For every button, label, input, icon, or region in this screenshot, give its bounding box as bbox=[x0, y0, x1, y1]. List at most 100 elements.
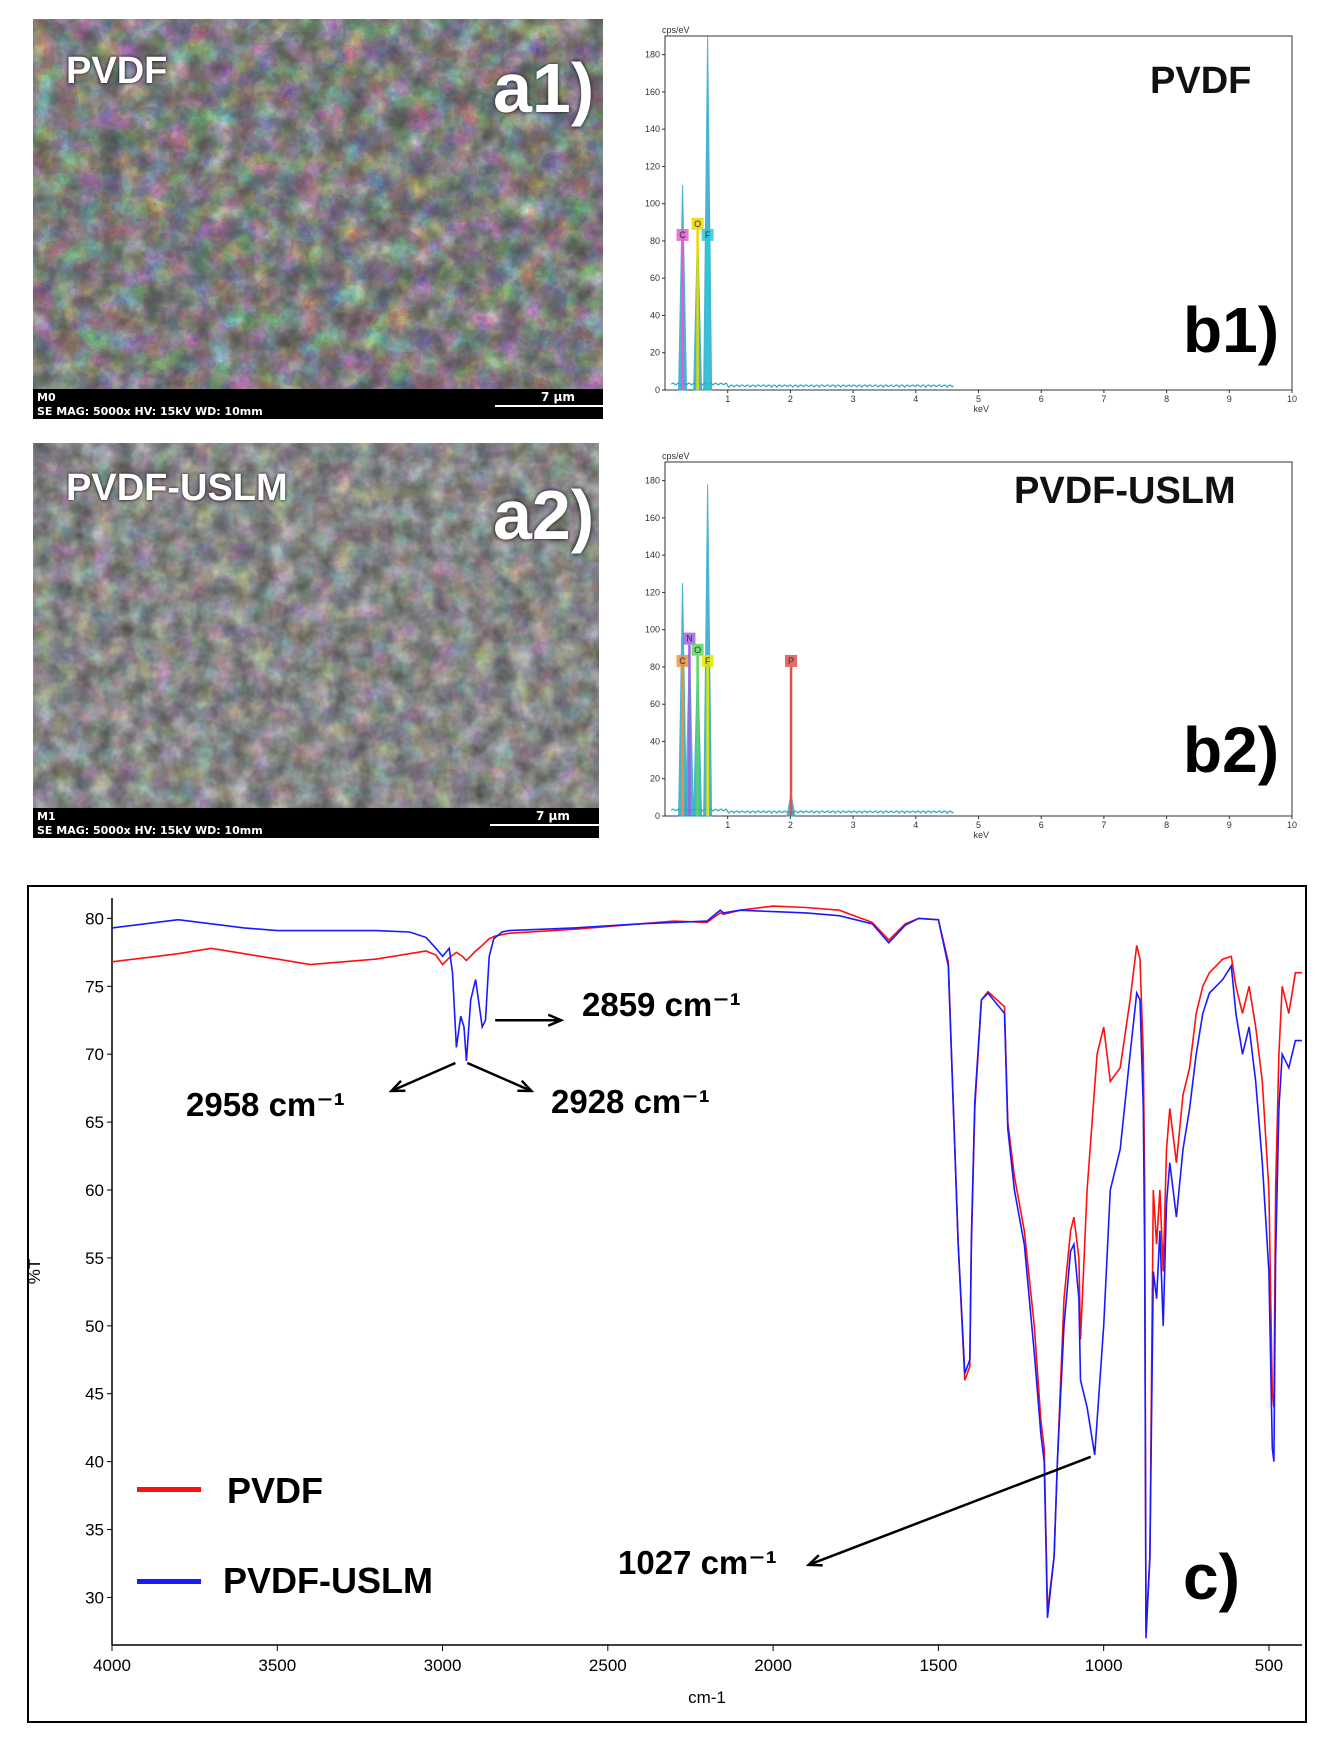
eds-title: PVDF-USLM bbox=[1014, 470, 1236, 512]
x-tick-label: 4 bbox=[913, 394, 918, 404]
element-label-O: O bbox=[694, 219, 701, 229]
eds-chart-pvdf: cps/eV keV 0 20 40 60 80 100 120 140 160 180 1 2 3 4 5 6 7… bbox=[645, 25, 1297, 414]
sem-info-line2: SE MAG: 5000x HV: 15kV WD: 10mm bbox=[37, 405, 263, 418]
y-tick-label: 100 bbox=[645, 625, 660, 635]
sem-sample-label: PVDF bbox=[66, 50, 168, 92]
x-tick-label: 9 bbox=[1227, 820, 1232, 830]
element-marker-O bbox=[691, 643, 704, 656]
x-tick-label: 500 bbox=[1255, 1656, 1283, 1675]
element-marker-P bbox=[785, 654, 798, 667]
element-marker-F bbox=[701, 228, 714, 241]
annotation-2859: 2859 cm⁻¹ bbox=[582, 986, 741, 1023]
x-tick-label: 4 bbox=[913, 820, 918, 830]
x-tick-label: 2000 bbox=[754, 1656, 792, 1675]
y-tick-label: 20 bbox=[650, 348, 660, 358]
x-tick-label: 3000 bbox=[424, 1656, 462, 1675]
legend: PVDF PVDF-USLM bbox=[135, 1462, 495, 1612]
element-label-F: F bbox=[705, 230, 711, 240]
element-label-F: F bbox=[705, 656, 711, 666]
series-line-pvdf-uslm bbox=[111, 909, 1302, 1639]
y-tick-label: 0 bbox=[655, 811, 660, 821]
x-tick-label: 7 bbox=[1101, 394, 1106, 404]
arrow-2928-head bbox=[517, 1079, 535, 1093]
element-marker-N bbox=[683, 632, 696, 645]
y-tick-label: 40 bbox=[650, 736, 660, 746]
eds-title: PVDF bbox=[1150, 60, 1252, 102]
y-tick-label: 30 bbox=[85, 1588, 104, 1607]
x-axis-label: cm-1 bbox=[688, 1688, 726, 1707]
y-tick-label: 65 bbox=[85, 1113, 104, 1132]
x-tick-label: 3 bbox=[851, 394, 856, 404]
legend-label-uslm: PVDF-USLM bbox=[223, 1560, 433, 1601]
y-tick-label: 20 bbox=[650, 774, 660, 784]
x-tick-label: 2500 bbox=[589, 1656, 627, 1675]
x-tick-label: 3 bbox=[851, 820, 856, 830]
y-tick-label: 40 bbox=[650, 310, 660, 320]
panel-label-b1: b1) bbox=[1183, 294, 1279, 366]
element-label-P: P bbox=[788, 656, 794, 666]
legend-label-pvdf: PVDF bbox=[227, 1470, 324, 1511]
spectrum-baseline bbox=[670, 382, 954, 389]
y-tick-label: 35 bbox=[85, 1521, 104, 1540]
arrow-1027-head bbox=[805, 1554, 823, 1567]
ftir-chart: 30 35 40 45 50 55 60 65 70 75 80 4000 3500 3000 2500 20… bbox=[25, 898, 1302, 1707]
y-tick-label: 60 bbox=[85, 1181, 104, 1200]
panel-label-a1: a1) bbox=[493, 49, 595, 127]
y-tick-label: 80 bbox=[650, 236, 660, 246]
sem-image-pvdf bbox=[33, 19, 603, 389]
y-tick-label: 140 bbox=[645, 124, 660, 134]
sem-scale-label: 7 µm bbox=[536, 809, 570, 823]
x-tick-label: 8 bbox=[1164, 820, 1169, 830]
sem-texture-pvdf bbox=[33, 19, 603, 389]
element-marker-F bbox=[701, 654, 714, 667]
element-marker-C bbox=[676, 654, 689, 667]
x-tick-label: 1000 bbox=[1085, 1656, 1123, 1675]
y-axis-label: cps/eV bbox=[662, 25, 690, 35]
x-tick-label: 1500 bbox=[919, 1656, 957, 1675]
x-tick-label: 10 bbox=[1287, 394, 1297, 404]
y-tick-label: 60 bbox=[650, 273, 660, 283]
sem-scale-label: 7 µm bbox=[541, 390, 575, 404]
y-tick-label: 40 bbox=[85, 1453, 104, 1472]
eds-chart-pvdf-uslm: cps/eV keV 0 20 40 60 80 100 120 140 160 180 1 2 3 4 5 6 7… bbox=[645, 451, 1297, 840]
x-tick-label: 4000 bbox=[93, 1656, 131, 1675]
element-label-O: O bbox=[694, 645, 701, 655]
y-tick-label: 0 bbox=[655, 385, 660, 395]
element-marker-C bbox=[676, 228, 689, 241]
y-tick-label: 55 bbox=[85, 1249, 104, 1268]
x-tick-label: 1 bbox=[725, 820, 730, 830]
y-tick-label: 60 bbox=[650, 699, 660, 709]
element-marker-O bbox=[691, 217, 704, 230]
y-tick-label: 100 bbox=[645, 199, 660, 209]
sem-image-pvdf-uslm bbox=[33, 443, 599, 808]
sem-info-line1: M1 bbox=[37, 810, 56, 823]
arrow-2958-shaft bbox=[390, 1061, 456, 1093]
annotation-1027: 1027 cm⁻¹ bbox=[618, 1544, 777, 1581]
annotation-2958: 2958 cm⁻¹ bbox=[186, 1086, 345, 1123]
annotation-2928: 2928 cm⁻¹ bbox=[551, 1083, 710, 1120]
sem-scale-bar bbox=[495, 404, 619, 407]
x-tick-label: 2 bbox=[788, 394, 793, 404]
x-tick-label: 8 bbox=[1164, 394, 1169, 404]
sem-scale-bar bbox=[490, 823, 614, 826]
x-tick-label: 6 bbox=[1039, 394, 1044, 404]
sem-info-line1: M0 bbox=[37, 391, 56, 404]
y-tick-label: 120 bbox=[645, 587, 660, 597]
series-line-pvdf bbox=[111, 905, 1302, 1632]
arrow-2859-head bbox=[547, 1013, 565, 1027]
legend-swatch-uslm bbox=[137, 1579, 201, 1584]
y-tick-label: 120 bbox=[645, 161, 660, 171]
element-label-C: C bbox=[679, 230, 686, 240]
x-tick-label: 2 bbox=[788, 820, 793, 830]
y-axis-label: cps/eV bbox=[662, 451, 690, 461]
panel-label-c: c) bbox=[1183, 1541, 1240, 1613]
y-tick-label: 75 bbox=[85, 977, 104, 996]
sem-info-bar: M1 SE MAG: 5000x HV: 15kV WD: 10mm 7 µm bbox=[33, 808, 614, 838]
legend-swatch-pvdf bbox=[137, 1487, 201, 1492]
ftir-frame bbox=[27, 885, 1307, 1723]
sem-info-line2: SE MAG: 5000x HV: 15kV WD: 10mm bbox=[37, 824, 263, 837]
sem-texture-pvdf-uslm bbox=[33, 443, 599, 808]
x-axis-label: keV bbox=[974, 830, 990, 840]
panel-label-b2: b2) bbox=[1183, 714, 1279, 786]
y-axis-label: %T bbox=[25, 1259, 44, 1285]
